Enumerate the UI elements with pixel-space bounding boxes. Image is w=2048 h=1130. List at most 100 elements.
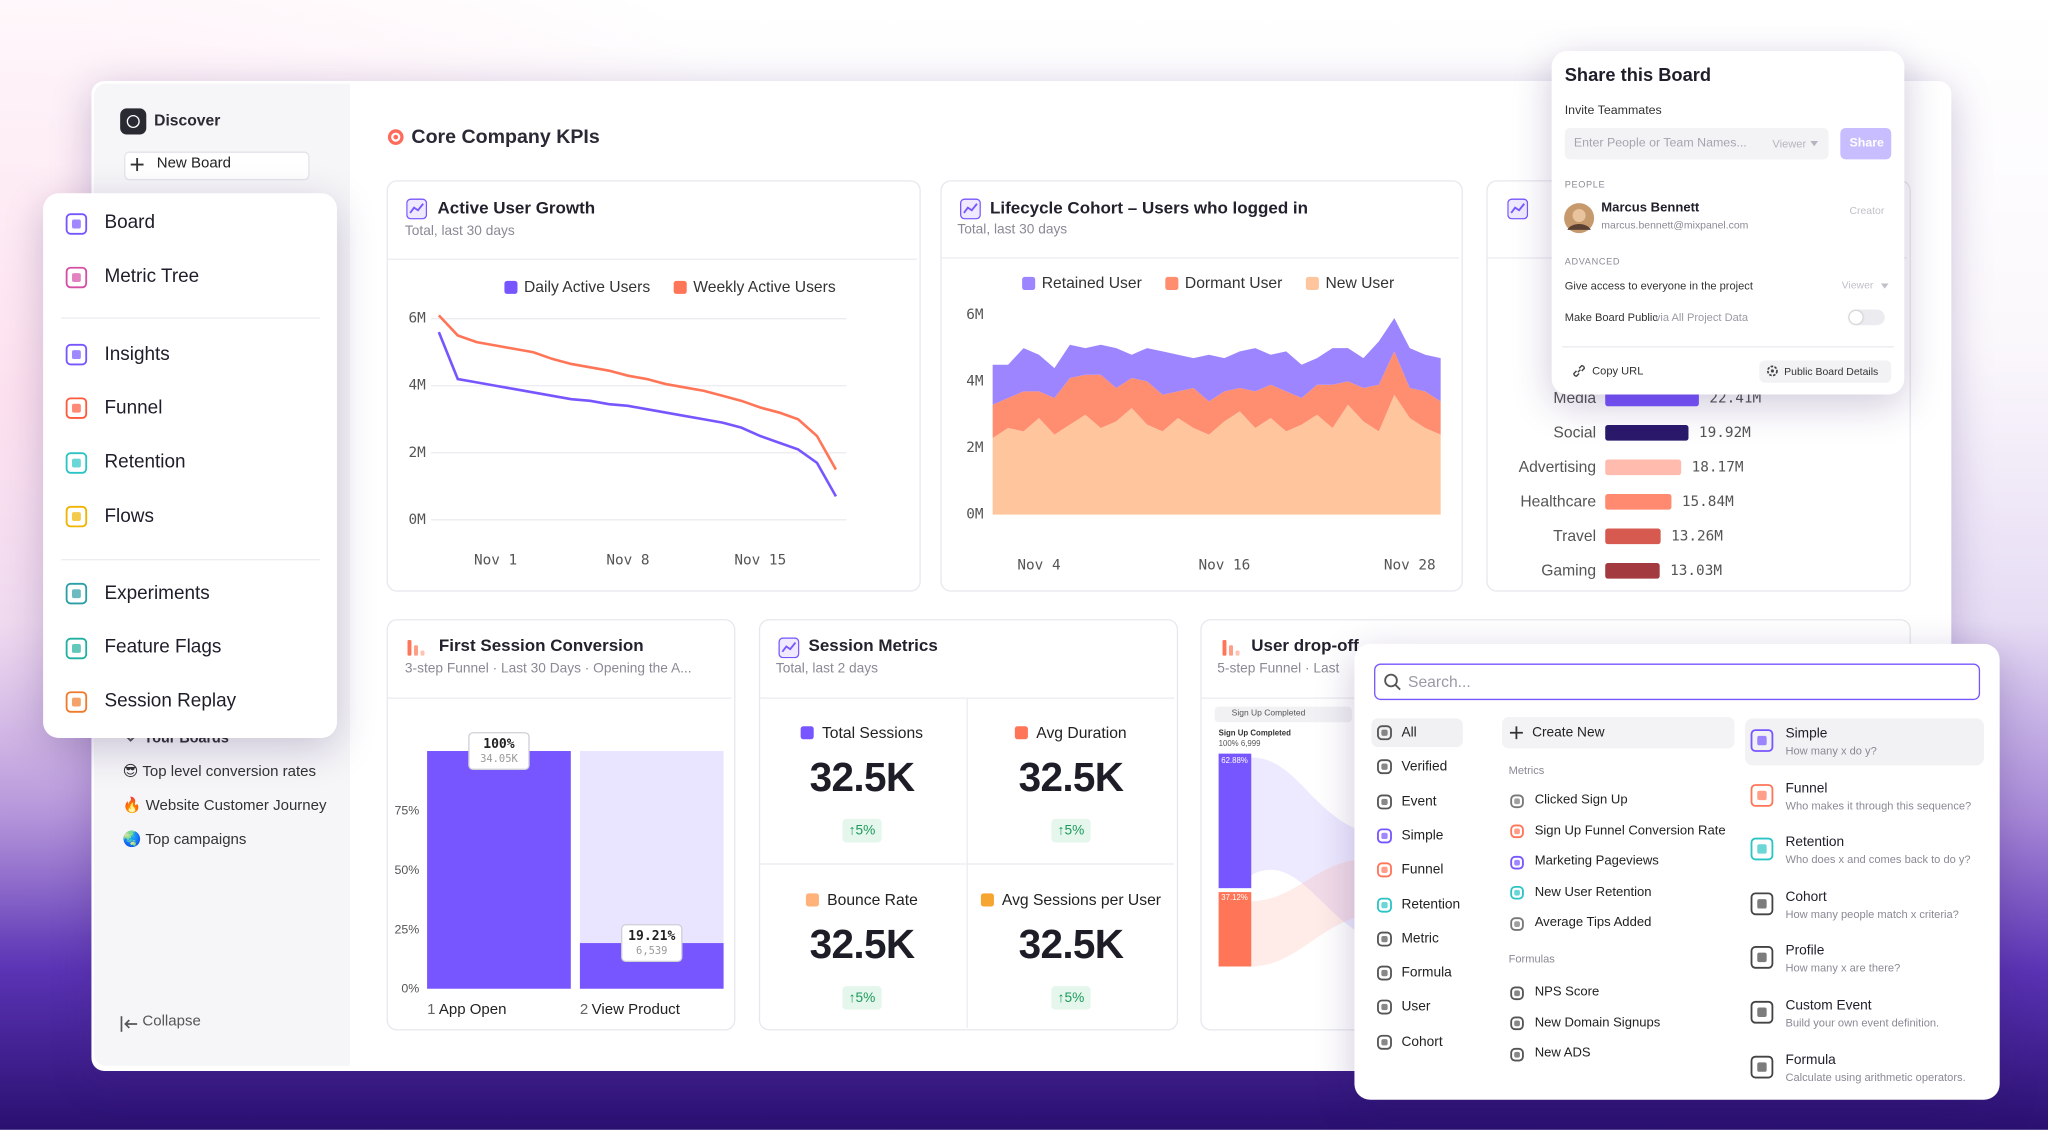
target-icon bbox=[387, 129, 404, 145]
type-icon bbox=[1750, 1000, 1774, 1024]
card bbox=[758, 619, 1179, 1031]
search-placeholder: Search... bbox=[1407, 672, 1471, 691]
tile-header: Total Sessions bbox=[758, 722, 967, 743]
icon-core bbox=[1381, 798, 1388, 805]
type-title[interactable]: Cohort bbox=[1785, 888, 1827, 905]
icon-frame bbox=[65, 451, 87, 474]
public-details-button[interactable] bbox=[1759, 360, 1892, 383]
public-details: Public Board Details bbox=[1784, 365, 1879, 377]
menu-icon bbox=[65, 266, 87, 288]
new-board-label: New Board bbox=[156, 155, 232, 172]
collapse[interactable]: Collapse bbox=[142, 1013, 201, 1030]
card-subtitle: Total, last 30 days bbox=[404, 223, 515, 239]
bar-category: Social bbox=[1553, 424, 1596, 441]
create-new-button[interactable] bbox=[1502, 717, 1735, 749]
metric-item[interactable]: Clicked Sign Up bbox=[1534, 792, 1628, 808]
board-link[interactable]: 🌏 Top campaigns bbox=[122, 832, 247, 848]
formula-item[interactable]: New Domain Signups bbox=[1534, 1015, 1661, 1030]
new-board-button[interactable] bbox=[124, 151, 310, 181]
legend-swatch bbox=[1305, 276, 1319, 290]
bar bbox=[427, 751, 571, 989]
filter-item[interactable]: Simple bbox=[1401, 827, 1444, 844]
metric-icon bbox=[1509, 885, 1524, 900]
search-input[interactable] bbox=[1374, 663, 1981, 701]
filter-item[interactable]: Verified bbox=[1401, 758, 1448, 775]
bar-value-label: 15.84M bbox=[1682, 494, 1734, 510]
type-description: Calculate using arithmetic operators. bbox=[1785, 1070, 1966, 1084]
value-label: 19.21% bbox=[628, 929, 675, 944]
formula-icon bbox=[1509, 1016, 1524, 1031]
copy-url[interactable]: Copy URL bbox=[1592, 364, 1644, 378]
menu-item[interactable]: Metric Tree bbox=[104, 266, 200, 288]
menu-item[interactable]: Session Replay bbox=[104, 691, 237, 713]
card-title[interactable]: Active User Growth bbox=[437, 197, 596, 218]
icon-core bbox=[1513, 859, 1520, 865]
menu-item[interactable]: Retention bbox=[104, 451, 186, 473]
menu-item[interactable]: Experiments bbox=[104, 583, 210, 605]
series-area bbox=[992, 318, 1441, 405]
menu-item[interactable]: Flows bbox=[104, 505, 154, 527]
filter-item[interactable]: Event bbox=[1401, 793, 1437, 809]
filter-item[interactable]: Cohort bbox=[1401, 1033, 1443, 1050]
formula-item[interactable]: New ADS bbox=[1534, 1046, 1591, 1061]
menu-item[interactable]: Insights bbox=[104, 343, 170, 365]
role-select[interactable]: Viewer bbox=[1772, 136, 1807, 150]
type-title[interactable]: Custom Event bbox=[1785, 997, 1872, 1014]
card-title[interactable]: User drop-off bbox=[1251, 635, 1359, 656]
filter-item[interactable]: User bbox=[1401, 999, 1431, 1016]
board-link[interactable]: 😎 Top level conversion rates bbox=[122, 764, 316, 781]
discover[interactable]: Discover bbox=[154, 111, 221, 130]
type-title[interactable]: Formula bbox=[1785, 1051, 1836, 1068]
metric-icon bbox=[1509, 824, 1524, 839]
count-label: 6,539 bbox=[636, 945, 667, 957]
icon-frame bbox=[65, 505, 87, 528]
type-title[interactable]: Simple bbox=[1785, 725, 1828, 742]
divider bbox=[760, 697, 1175, 699]
type-highlight bbox=[1744, 718, 1984, 766]
metric-item[interactable]: Average Tips Added bbox=[1534, 915, 1652, 930]
step-number: 1 bbox=[427, 1001, 435, 1018]
invite-input[interactable] bbox=[1564, 127, 1829, 160]
icon-core bbox=[71, 458, 81, 468]
insights-icon bbox=[959, 198, 981, 220]
metric-item[interactable]: Marketing Pageviews bbox=[1534, 854, 1659, 869]
icon-core bbox=[1513, 828, 1520, 835]
filter-item[interactable]: All bbox=[1401, 724, 1417, 741]
type-title[interactable]: Profile bbox=[1785, 943, 1825, 959]
caret bbox=[1880, 283, 1889, 289]
menu-item[interactable]: Feature Flags bbox=[104, 637, 222, 659]
bar-category: Healthcare bbox=[1520, 493, 1596, 510]
funnel-icon bbox=[407, 639, 425, 656]
card-title[interactable]: Lifecycle Cohort – Users who logged in bbox=[990, 197, 1308, 218]
icon-core bbox=[1513, 920, 1520, 927]
project-role[interactable]: Viewer bbox=[1841, 279, 1874, 292]
icon-core bbox=[1381, 1038, 1388, 1046]
type-title[interactable]: Funnel bbox=[1785, 780, 1828, 796]
icon-frame bbox=[65, 266, 87, 288]
icon-frame bbox=[1377, 862, 1392, 878]
card-title[interactable]: Session Metrics bbox=[808, 635, 938, 656]
filter-item[interactable]: Retention bbox=[1401, 896, 1461, 912]
filter-item[interactable]: Formula bbox=[1401, 965, 1452, 981]
icon-core bbox=[71, 643, 81, 653]
invite-label: Invite Teammates bbox=[1564, 103, 1662, 118]
type-icon bbox=[1750, 837, 1774, 861]
metric-item[interactable]: New User Retention bbox=[1534, 884, 1652, 900]
icon-core bbox=[71, 272, 81, 282]
chevron-icon bbox=[126, 736, 136, 742]
metric-item[interactable]: Sign Up Funnel Conversion Rate bbox=[1534, 823, 1726, 838]
step-label: View Product bbox=[592, 1001, 681, 1018]
board-link[interactable]: 🔥 Website Customer Journey bbox=[122, 798, 327, 815]
filter-item[interactable]: Metric bbox=[1401, 930, 1439, 947]
bar bbox=[1605, 528, 1661, 545]
step-tag: Sign Up Completed bbox=[1231, 708, 1306, 719]
card-title[interactable]: First Session Conversion bbox=[438, 635, 644, 656]
icon-frame bbox=[1377, 1034, 1392, 1050]
menu-item[interactable]: Board bbox=[104, 212, 156, 234]
filter-item[interactable]: Funnel bbox=[1401, 861, 1444, 878]
share-button[interactable] bbox=[1840, 127, 1892, 160]
menu-item[interactable]: Funnel bbox=[104, 397, 163, 419]
type-title[interactable]: Retention bbox=[1785, 834, 1845, 851]
y-tick-label: 6M bbox=[966, 307, 984, 323]
formula-item[interactable]: NPS Score bbox=[1534, 984, 1600, 1000]
